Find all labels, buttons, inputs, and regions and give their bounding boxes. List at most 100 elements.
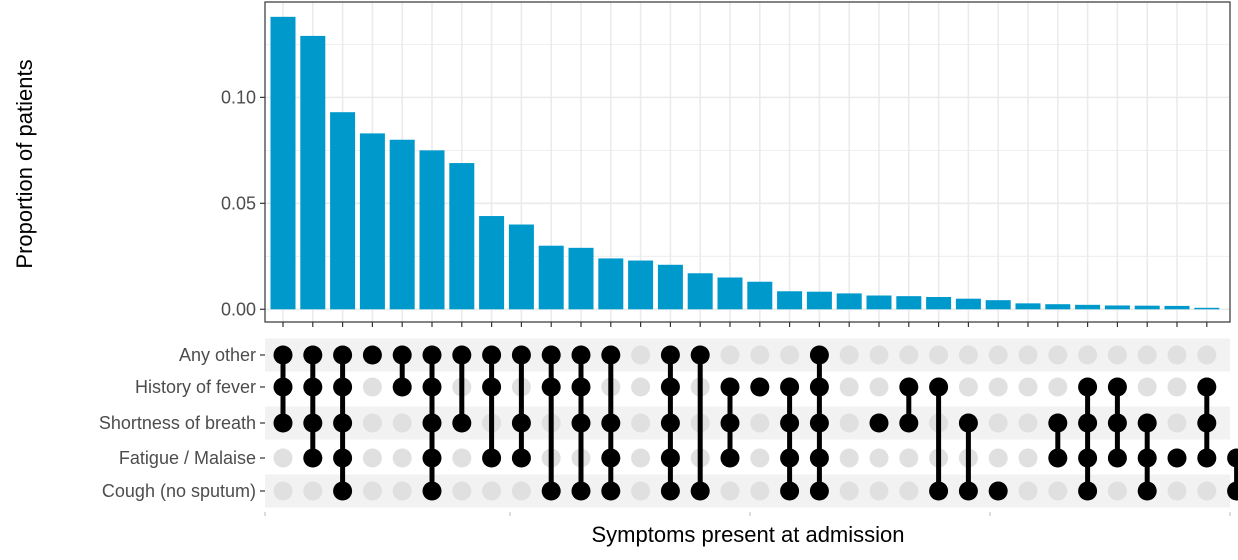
active-dot <box>1137 413 1157 433</box>
inactive-dot <box>362 481 382 501</box>
active-dot <box>303 413 323 433</box>
inactive-dot <box>631 481 651 501</box>
bar <box>1164 305 1190 310</box>
inactive-dot <box>750 345 770 365</box>
inactive-dot <box>750 413 770 433</box>
active-dot <box>273 413 293 433</box>
bar <box>747 281 773 310</box>
active-dot <box>392 377 412 397</box>
inactive-dot <box>1167 377 1187 397</box>
inactive-dot <box>1018 377 1038 397</box>
active-dot <box>929 377 949 397</box>
plot-border <box>264 1 1231 323</box>
active-dot <box>303 448 323 468</box>
active-dot <box>660 377 680 397</box>
inactive-dot <box>899 448 919 468</box>
inactive-dot <box>929 345 949 365</box>
bar <box>508 224 534 310</box>
active-dot <box>273 345 293 365</box>
inactive-dot <box>1048 377 1068 397</box>
set-label: Fatigue / Malaise <box>119 448 256 468</box>
active-dot <box>809 481 829 501</box>
active-dot <box>303 345 323 365</box>
inactive-dot <box>1048 345 1068 365</box>
bar <box>866 295 892 310</box>
bar <box>419 150 445 310</box>
bar <box>1194 307 1220 310</box>
bar <box>449 163 475 310</box>
inactive-dot <box>511 481 531 501</box>
bar <box>1104 305 1130 310</box>
bar <box>717 277 743 310</box>
active-dot <box>333 448 353 468</box>
set-label: Shortness of breath <box>99 413 256 433</box>
bar <box>896 296 922 310</box>
active-dot <box>422 481 442 501</box>
inactive-dot <box>1167 481 1187 501</box>
inactive-dot <box>988 413 1008 433</box>
bar <box>1075 304 1101 310</box>
inactive-dot <box>750 448 770 468</box>
bar <box>330 112 356 310</box>
matrix-panel: Any other History of fever Shortness of br… <box>99 338 1238 516</box>
inactive-dot <box>452 481 472 501</box>
active-dot <box>452 413 472 433</box>
active-dot <box>511 448 531 468</box>
active-dot <box>1167 448 1187 468</box>
active-dot <box>720 448 740 468</box>
inactive-dot <box>1167 413 1187 433</box>
inactive-dot <box>988 345 1008 365</box>
bar <box>1134 305 1160 310</box>
active-dot <box>1107 377 1127 397</box>
bar <box>568 247 594 310</box>
active-dot <box>1107 448 1127 468</box>
x-axis-title: Symptoms present at admission <box>591 522 904 547</box>
active-dot <box>1197 413 1217 433</box>
active-dot <box>333 413 353 433</box>
inactive-dot <box>1197 345 1217 365</box>
inactive-dot <box>362 377 382 397</box>
inactive-dot <box>869 377 889 397</box>
bar <box>687 273 713 310</box>
active-dot <box>422 345 442 365</box>
active-dot <box>571 345 591 365</box>
bar <box>628 260 654 310</box>
inactive-dot <box>869 448 889 468</box>
active-dot <box>780 481 800 501</box>
inactive-dot <box>988 448 1008 468</box>
set-label: Cough (no sputum) <box>102 481 256 501</box>
active-dot <box>452 345 472 365</box>
inactive-dot <box>988 377 1008 397</box>
active-dot <box>1078 377 1098 397</box>
active-dot <box>482 448 502 468</box>
inactive-dot <box>273 481 293 501</box>
active-dot <box>1048 448 1068 468</box>
active-dot <box>1078 481 1098 501</box>
active-dot <box>809 345 829 365</box>
inactive-dot <box>392 481 412 501</box>
inactive-dot <box>273 448 293 468</box>
bar <box>955 298 981 310</box>
active-dot <box>541 345 561 365</box>
active-dot <box>1137 481 1157 501</box>
active-dot <box>958 481 978 501</box>
inactive-dot <box>1137 377 1157 397</box>
active-dot <box>809 377 829 397</box>
active-dot <box>601 448 621 468</box>
inactive-dot <box>362 413 382 433</box>
active-dot <box>601 413 621 433</box>
bar <box>985 300 1011 310</box>
y-axis-title: Proportion of patients <box>12 59 37 268</box>
active-dot <box>899 377 919 397</box>
active-dot <box>780 413 800 433</box>
active-dot <box>809 448 829 468</box>
inactive-dot <box>869 345 889 365</box>
inactive-dot <box>631 413 651 433</box>
active-dot <box>690 481 710 501</box>
inactive-dot <box>839 481 859 501</box>
bar <box>538 245 564 310</box>
y-tick-label: 0.00 <box>221 299 256 319</box>
inactive-dot <box>839 448 859 468</box>
active-dot <box>333 345 353 365</box>
